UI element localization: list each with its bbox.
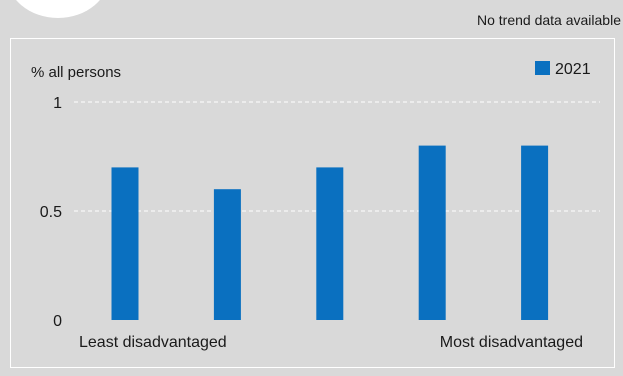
y-tick-label: 1	[53, 95, 62, 112]
x-label-most-disadvantaged: Most disadvantaged	[440, 334, 583, 351]
y-axis-label: % all persons	[31, 64, 121, 81]
bars	[111, 145, 549, 320]
legend-swatch	[535, 61, 550, 75]
chart-frame	[10, 38, 615, 368]
bar	[213, 189, 241, 320]
bar	[521, 145, 549, 320]
bar	[111, 167, 139, 320]
bar	[316, 167, 344, 320]
y-tick-labels: 00.51	[40, 95, 62, 330]
trend-note: No trend data available	[477, 12, 621, 28]
y-tick-label: 0.5	[40, 204, 62, 221]
legend-label: 2021	[555, 61, 591, 78]
y-tick-label: 0	[53, 313, 62, 330]
x-label-least-disadvantaged: Least disadvantaged	[79, 334, 227, 351]
bar	[418, 145, 446, 320]
